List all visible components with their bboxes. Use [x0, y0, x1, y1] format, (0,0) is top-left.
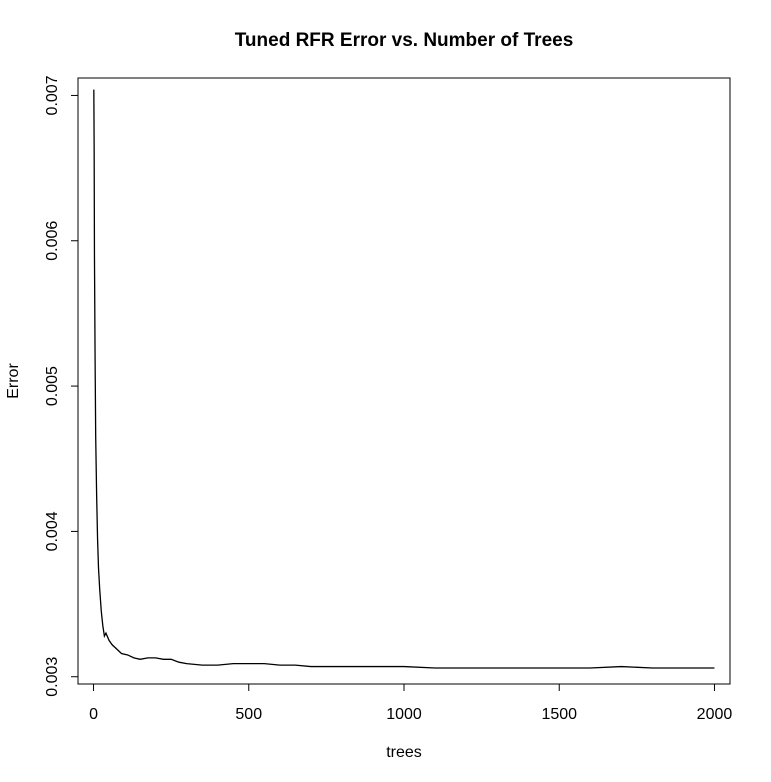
chart-title: Tuned RFR Error vs. Number of Trees — [235, 30, 574, 51]
x-axis: 0 500 1000 1500 2000 — [89, 683, 733, 723]
x-tick-label: 500 — [235, 706, 262, 723]
y-tick-label: 0.005 — [44, 366, 61, 406]
x-tick-label: 2000 — [697, 706, 733, 723]
series-line-error — [93, 89, 715, 669]
y-axis: 0.003 0.004 0.005 0.006 0.007 — [44, 75, 79, 697]
x-axis-label: trees — [386, 744, 422, 761]
x-tick-label: 1500 — [541, 706, 577, 723]
y-tick-label: 0.003 — [44, 657, 61, 697]
plot-frame — [77, 77, 731, 685]
y-tick-label: 0.004 — [44, 511, 61, 551]
y-tick-label: 0.006 — [44, 221, 61, 261]
x-tick-label: 0 — [89, 706, 98, 723]
y-tick-label: 0.007 — [44, 75, 61, 115]
x-tick-label: 1000 — [386, 706, 422, 723]
y-axis-label: Error — [5, 363, 22, 399]
